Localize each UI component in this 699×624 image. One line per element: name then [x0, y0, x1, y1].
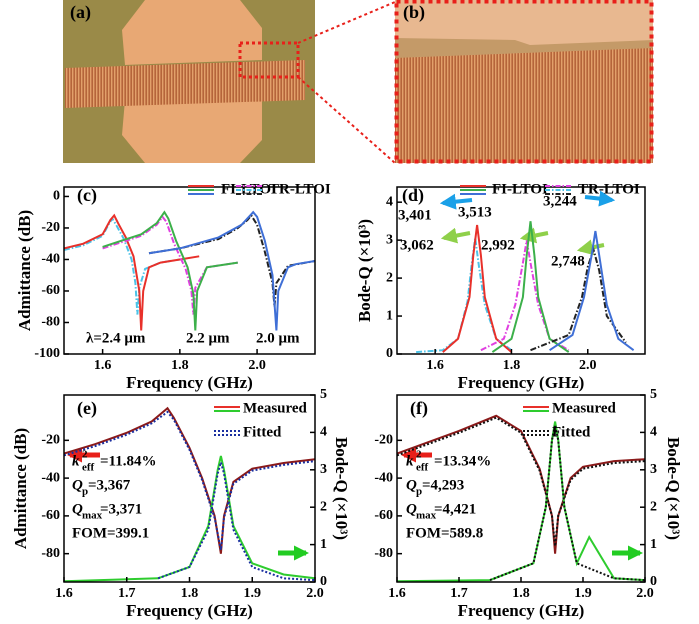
y-tick-label: 4: [386, 194, 393, 209]
y-tick-label: -40: [41, 470, 60, 485]
annotation-sub: eff: [82, 462, 95, 474]
legend-label: FI-LTOI: [492, 181, 548, 197]
y2-tick-label: 3: [320, 462, 327, 477]
x-tick-label: 1.6: [426, 358, 444, 373]
annotation: =3,371: [100, 501, 142, 517]
annotation: k: [72, 453, 80, 469]
x-tick-label: 1.7: [450, 586, 468, 601]
y-tick-label: -20: [374, 433, 393, 448]
x-axis-label: Frequency (GHz): [458, 601, 585, 620]
annotation: λ=2.4 μm: [86, 330, 146, 346]
y-tick-label: 2: [386, 270, 393, 285]
panel-label: (d): [402, 185, 424, 206]
annotation: 2.0 μm: [256, 330, 300, 346]
annotation: =13.34%: [434, 453, 491, 469]
y2-tick-label: 1: [320, 537, 327, 552]
y2-tick-label: 2: [650, 499, 657, 514]
y-tick-label: -100: [34, 346, 60, 361]
x-tick-label: 1.8: [503, 358, 521, 373]
panel-label: (a): [70, 2, 91, 23]
annotation: 3,244: [543, 193, 577, 209]
annotation: 2,992: [481, 237, 515, 253]
annotation: =11.84%: [100, 453, 156, 469]
annotation-sup: 2: [416, 449, 422, 461]
y-axis-label: Admittance (dB): [15, 210, 34, 331]
series-line: [149, 212, 315, 330]
y-tick-label: -60: [41, 283, 60, 298]
x-tick-label: 1.6: [55, 586, 73, 601]
y-tick-label: -40: [374, 470, 393, 485]
y2-tick-label: 1: [650, 537, 657, 552]
series-line: [416, 238, 511, 352]
x-tick-label: 1.8: [171, 358, 189, 373]
y-tick-label: -60: [374, 508, 393, 523]
y-axis-label: Admittance (dB): [11, 428, 30, 549]
micrograph-a: [63, 0, 315, 163]
x-tick-label: 2.0: [579, 358, 597, 373]
y-tick-label: -20: [41, 433, 60, 448]
micrograph-b: [395, 0, 653, 163]
y2-tick-label: 5: [320, 387, 327, 402]
x-tick-label: 1.6: [94, 358, 112, 373]
x-tick-label: 1.9: [244, 586, 262, 601]
legend-label: Measured: [552, 400, 617, 416]
x-tick-label: 1.8: [512, 586, 530, 601]
x-tick-label: 2.0: [248, 358, 266, 373]
legend-label: TR-LTOI: [269, 181, 331, 197]
panel-label: (c): [77, 185, 97, 206]
x-tick-label: 1.9: [574, 586, 592, 601]
annotation: 2.2 μm: [186, 330, 230, 346]
x-tick-label: 1.6: [388, 586, 406, 601]
annotation: =4,293: [422, 477, 464, 493]
x-axis-label: Frequency (GHz): [458, 373, 585, 392]
y2-tick-label: 0: [320, 574, 327, 589]
y-tick-label: -80: [374, 546, 393, 561]
panel-label: (f): [410, 398, 428, 419]
y2-tick-label: 3: [650, 462, 657, 477]
series-line: [64, 215, 199, 330]
y-tick-label: -40: [41, 252, 60, 267]
annotation: 3,401: [398, 207, 432, 223]
annotation-sup: 2: [82, 449, 88, 461]
annotation: =3,367: [88, 477, 131, 493]
annotation: FOM=399.1: [72, 525, 149, 541]
figure: (a) (b) 1.6 1.8 2.0 -100 -80 -60 -40 -20 0 Freque…: [0, 0, 699, 624]
y2-tick-label: 0: [650, 574, 657, 589]
y2-tick-label: 5: [650, 387, 657, 402]
y-tick-label: -20: [41, 220, 60, 235]
annotation: 3,513: [458, 204, 492, 220]
legend-label: Measured: [243, 400, 308, 416]
y2-tick-label: 2: [320, 499, 327, 514]
annotation: 2,748: [551, 253, 585, 269]
annotation: k: [406, 453, 414, 469]
annotation: FOM=589.8: [406, 525, 483, 541]
y-tick-label: -60: [41, 508, 60, 523]
y-tick-label: 0: [53, 189, 60, 204]
x-axis-label: Frequency (GHz): [126, 373, 253, 392]
y2-axis-label: Bode-Q (×10³): [332, 437, 351, 540]
legend-label: Fitted: [243, 424, 282, 440]
y-tick-label: 1: [386, 308, 393, 323]
x-axis-label: Frequency (GHz): [126, 601, 253, 620]
x-tick-label: 1.7: [118, 586, 136, 601]
x-tick-label: 1.8: [181, 586, 199, 601]
series-line: [490, 425, 645, 580]
y-tick-label: -80: [41, 546, 60, 561]
annotation-sub: eff: [416, 462, 429, 474]
annotation: 3,062: [400, 237, 434, 253]
y-tick-label: 3: [386, 232, 393, 247]
panel-label: (b): [403, 2, 425, 23]
y-tick-label: -80: [41, 315, 60, 330]
series-line: [550, 231, 634, 350]
panel-label: (e): [77, 398, 97, 419]
y2-tick-label: 4: [320, 425, 327, 440]
y-tick-label: 0: [386, 346, 393, 361]
legend-label: Fitted: [552, 424, 591, 440]
legend-label: TR-LTOI: [578, 181, 640, 197]
series-line: [64, 219, 180, 315]
annotation: =4,421: [434, 501, 476, 517]
y-axis-label: Bode-Q (×10³): [355, 219, 374, 322]
y2-axis-label: Bode-Q (×10³): [664, 437, 683, 540]
y2-tick-label: 4: [650, 425, 657, 440]
